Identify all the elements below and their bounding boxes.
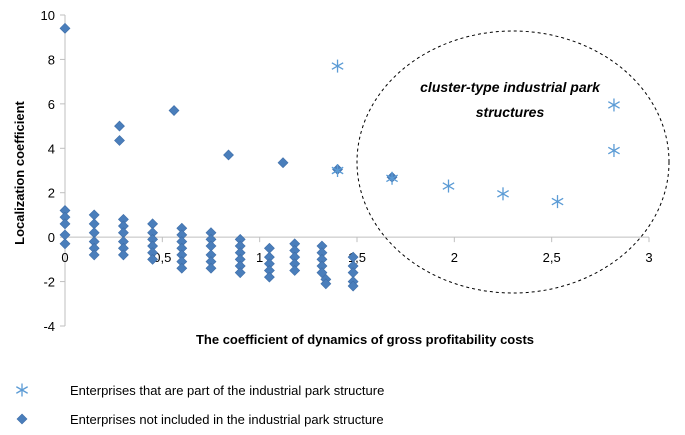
diamond-point: [88, 249, 100, 261]
asterisk-point: [386, 171, 399, 185]
legend-marker-asterisk-icon: [16, 383, 28, 397]
diamond-point: [176, 262, 188, 274]
asterisk-point: [607, 144, 620, 158]
y-tick-label: 0: [48, 230, 55, 245]
diamond-point: [168, 105, 180, 116]
y-tick-label: -4: [43, 319, 55, 334]
y-tick-label: -2: [43, 275, 55, 290]
diamond-point: [320, 278, 332, 290]
y-axis-title: Localization coefficient: [12, 100, 27, 244]
asterisk-point: [442, 179, 455, 193]
annotation-line-1: cluster-type industrial park: [420, 79, 601, 95]
legend-asterisk: [16, 383, 28, 397]
series-not-included: [59, 22, 398, 292]
legend-diamond: [16, 413, 28, 425]
annotation-line-2: structures: [476, 104, 545, 120]
diamond-point: [263, 271, 275, 283]
y-tick-label: 10: [41, 8, 55, 23]
x-tick-label: 0: [61, 250, 68, 265]
diamond-point: [223, 149, 234, 161]
x-axis-title: The coefficient of dynamics of gross pro…: [196, 332, 534, 347]
x-tick-label: 1: [256, 250, 263, 265]
diamond-point: [59, 22, 71, 34]
legend: Enterprises that are part of the industr…: [16, 383, 384, 427]
x-tick-label: 3: [645, 250, 652, 265]
legend-label-industrial-park: Enterprises that are part of the industr…: [70, 383, 384, 398]
diamond-point: [347, 280, 359, 292]
y-tick-label: 4: [48, 141, 55, 156]
y-tick-label: 6: [48, 97, 55, 112]
x-tick-label: 0,5: [153, 250, 171, 265]
legend-marker-diamond-icon: [16, 413, 28, 425]
diamond-point: [114, 135, 125, 146]
y-tick-label: 8: [48, 52, 55, 67]
x-tick-label: 2: [451, 250, 458, 265]
series-industrial-park: [331, 59, 620, 209]
legend-label-not-included: Enterprises not included in the industri…: [70, 412, 384, 427]
diamond-point: [289, 265, 301, 276]
diamond-point: [234, 267, 246, 279]
axes: [64, 15, 649, 326]
asterisk-point: [551, 195, 564, 209]
diamond-point: [59, 218, 71, 230]
cluster-ellipse: [356, 30, 670, 294]
y-tick-labels: -4 -2 0 2 4 6 8 10: [41, 8, 65, 334]
y-tick-label: 2: [48, 186, 55, 201]
diamond-point: [316, 267, 328, 279]
diamond-point: [114, 120, 125, 132]
diamond-point: [277, 157, 289, 169]
diamond-point: [205, 262, 217, 274]
x-tick-label: 2,5: [543, 250, 561, 265]
asterisk-point: [331, 164, 344, 177]
diamond-point: [147, 253, 159, 265]
asterisk-point: [331, 59, 344, 73]
diamond-point: [59, 238, 71, 250]
asterisk-point: [497, 187, 509, 201]
asterisk-point: [607, 98, 620, 112]
diamond-point: [117, 249, 129, 261]
